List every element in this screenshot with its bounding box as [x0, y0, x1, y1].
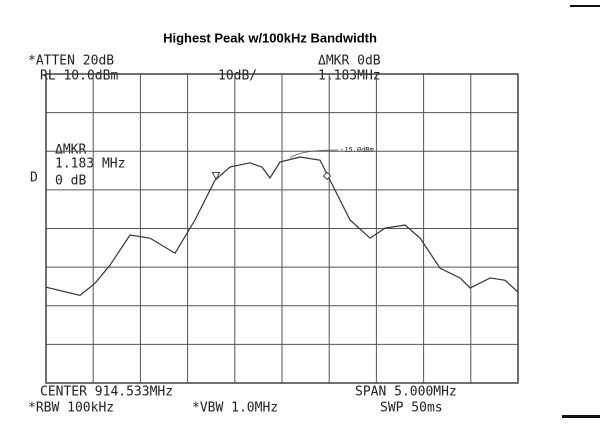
annotation: CENTER 914.533MHz	[40, 385, 173, 400]
annotation: -15.0dBm	[340, 146, 375, 154]
annotation: RL 10.0dBm	[40, 69, 118, 84]
annotation: ΔMKR	[55, 143, 86, 158]
title-band	[150, 29, 520, 49]
chart-title: Highest Peak w/100kHz Bandwidth	[163, 30, 377, 45]
annotation: 0 dB	[55, 174, 86, 189]
annotation: *ATTEN 20dB	[28, 54, 114, 69]
annotation: SWP 50ms	[380, 401, 443, 416]
trace	[45, 156, 519, 296]
marker	[211, 172, 221, 181]
annotation: D	[30, 171, 38, 186]
scan-edge	[570, 5, 600, 7]
annotation: *RBW 100kHz	[28, 401, 114, 416]
annotation: SPAN 5.000MHz	[355, 385, 457, 400]
annotation: ΔMKR 0dB	[318, 54, 381, 69]
plot-frame	[45, 73, 519, 384]
scan-edge	[562, 415, 600, 418]
annotation-arrow	[289, 149, 339, 159]
annotation: *VBW 1.0MHz	[192, 401, 278, 416]
annotation: 10dB/	[218, 69, 257, 84]
annotation: 1.183 MHz	[55, 157, 125, 172]
annotation: 1.183MHz	[318, 69, 381, 84]
marker	[322, 171, 332, 181]
